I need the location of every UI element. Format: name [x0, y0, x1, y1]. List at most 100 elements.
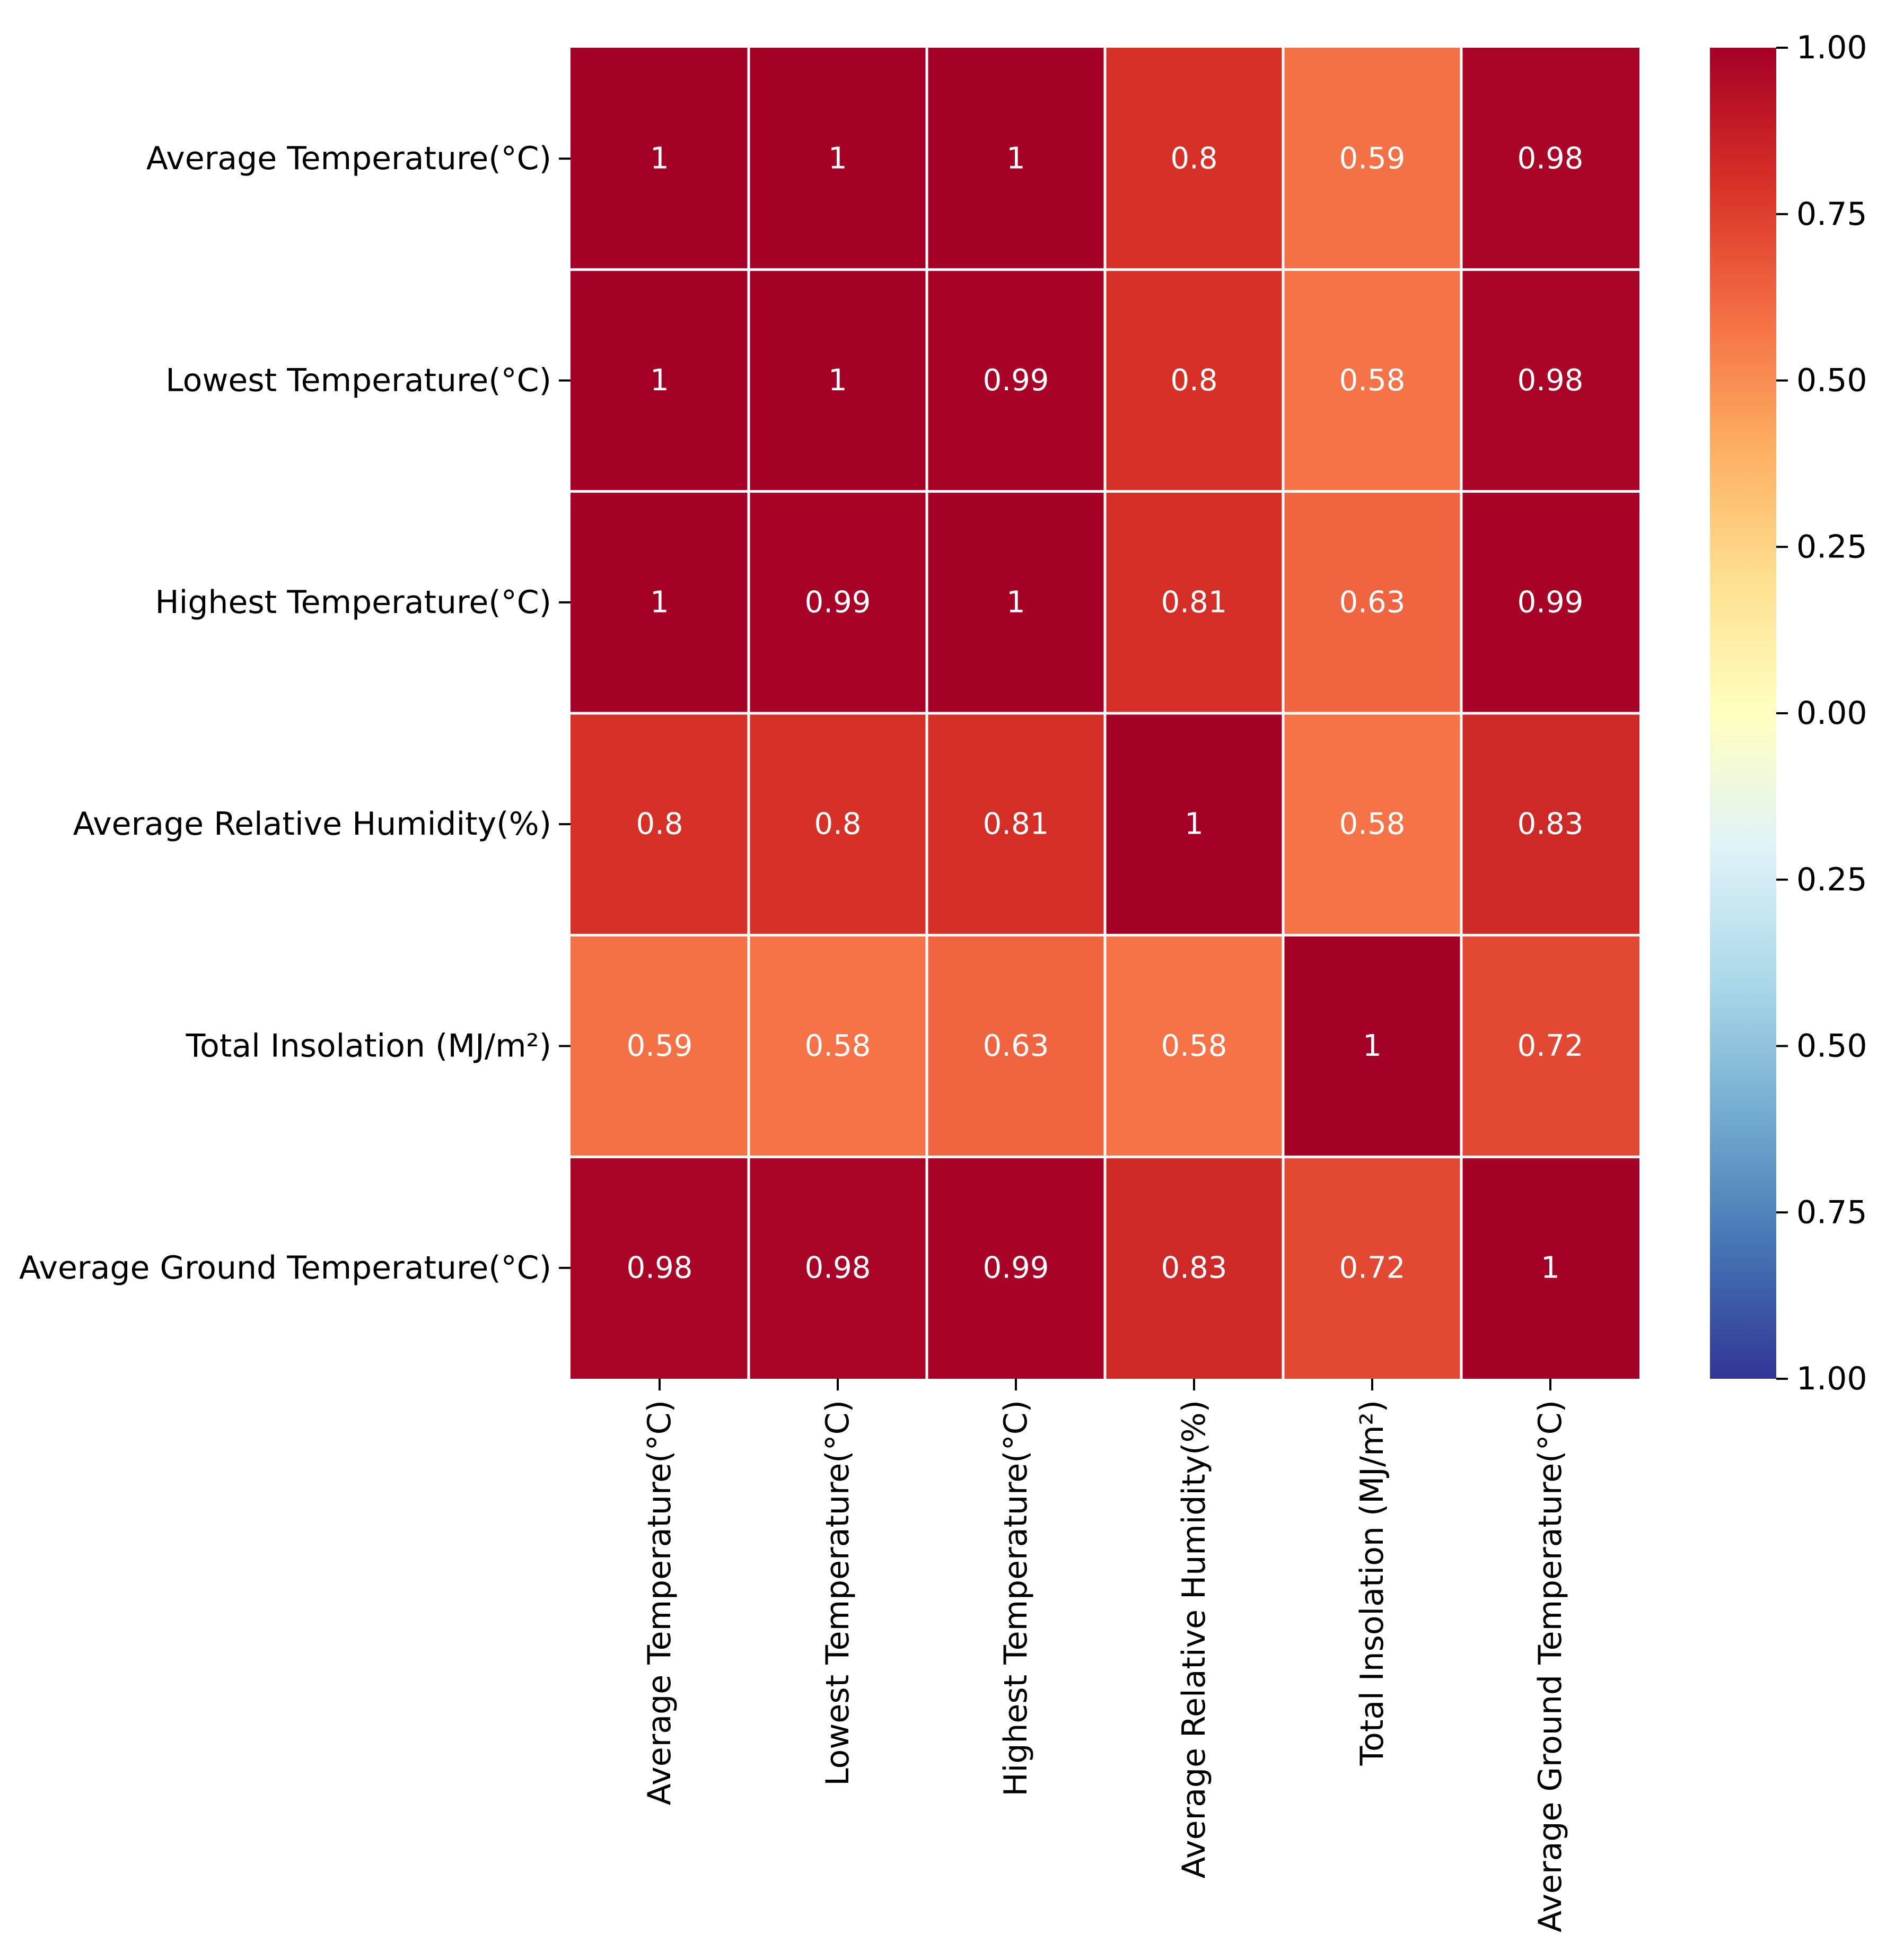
column-labels: Average Temperature(°C) Lowest Temperatur… — [641, 1379, 1569, 1932]
heatmap-cell-r3-c0 — [571, 713, 749, 935]
colorbar-tick-label: 0.75 — [1796, 1194, 1867, 1231]
heatmap-cell-r3-c1 — [749, 713, 927, 935]
cell-value-r1-c4: 0.58 — [1339, 363, 1406, 398]
cell-value-r2-c3: 0.81 — [1161, 585, 1227, 619]
heatmap-cell-r0-c3 — [1105, 48, 1283, 270]
x-tick-label: Highest Temperature(°C) — [997, 1400, 1034, 1796]
heatmap-cell-r4-c2 — [927, 935, 1105, 1157]
heatmap-cell-r0-c4 — [1283, 48, 1461, 270]
cell-value-r0-c3: 0.8 — [1170, 142, 1217, 176]
cell-value-r4-c4: 1 — [1363, 1029, 1382, 1063]
cell-value-r1-c5: 0.98 — [1517, 363, 1584, 398]
cell-value-r2-c5: 0.99 — [1517, 585, 1584, 619]
heatmap-cell-r1-c3 — [1105, 269, 1283, 492]
heatmap-cell-r0-c1 — [749, 48, 927, 270]
heatmap-cell-r3-c2 — [927, 713, 1105, 935]
heatmap-cells: 1 1 1 0.8 0.59 0.98 1 1 0.99 0.8 0.58 0.98 1 0.99 1 0.8… — [571, 48, 1639, 1379]
y-tick-label: Lowest Temperature(°C) — [165, 362, 551, 399]
cell-value-r0-c1: 1 — [828, 142, 847, 176]
heatmap-cell-r3-c5 — [1461, 713, 1639, 935]
cell-value-r5-c3: 0.83 — [1161, 1250, 1227, 1285]
x-tick-label: Average Ground Temperature(°C) — [1532, 1400, 1569, 1932]
heatmap-cell-r2-c1 — [749, 491, 927, 713]
cell-value-r2-c1: 0.99 — [805, 585, 871, 619]
colorbar-tick-label: 0.75 — [1796, 196, 1867, 233]
colorbar-tick-label: 0.50 — [1796, 1028, 1867, 1065]
cell-value-r3-c0: 0.8 — [636, 807, 683, 842]
cell-value-r5-c5: 1 — [1541, 1250, 1560, 1285]
x-tick-label: Lowest Temperature(°C) — [819, 1400, 856, 1786]
heatmap-cell-r1-c4 — [1283, 269, 1461, 492]
cell-value-r1-c0: 1 — [650, 363, 669, 398]
y-tick-label: Average Temperature(°C) — [146, 140, 551, 177]
cell-value-r3-c1: 0.8 — [814, 807, 861, 842]
colorbar-tick-label: 0.25 — [1796, 528, 1867, 565]
cell-value-r5-c2: 0.99 — [983, 1250, 1049, 1285]
heatmap-cell-r5-c0 — [571, 1157, 749, 1379]
cell-value-r3-c4: 0.58 — [1339, 807, 1406, 842]
heatmap-cell-r0-c0 — [571, 48, 749, 270]
heatmap-cell-r5-c3 — [1105, 1157, 1283, 1379]
heatmap-cell-r4-c3 — [1105, 935, 1283, 1157]
cell-value-r4-c1: 0.58 — [805, 1029, 871, 1063]
cell-value-r5-c4: 0.72 — [1339, 1250, 1406, 1285]
y-tick-label: Highest Temperature(°C) — [155, 584, 551, 621]
heatmap-cell-r5-c5 — [1461, 1157, 1639, 1379]
cell-value-r3-c5: 0.83 — [1517, 807, 1584, 842]
heatmap-cell-r5-c4 — [1283, 1157, 1461, 1379]
colorbar-tick-label: 1.00 — [1796, 1360, 1867, 1397]
cell-value-r0-c5: 0.98 — [1517, 142, 1584, 176]
x-tick-label: Total Insolation (MJ/m²) — [1354, 1400, 1391, 1766]
cell-value-r3-c3: 1 — [1185, 807, 1204, 842]
heatmap-cell-r3-c3 — [1105, 713, 1283, 935]
heatmap-cell-r4-c5 — [1461, 935, 1639, 1157]
cell-value-r1-c1: 1 — [828, 363, 847, 398]
heatmap-cell-r2-c3 — [1105, 491, 1283, 713]
cell-value-r4-c5: 0.72 — [1517, 1029, 1584, 1063]
x-tick-label: Average Relative Humidity(%) — [1175, 1400, 1213, 1878]
cell-value-r3-c2: 0.81 — [983, 807, 1049, 842]
x-tick-label: Average Temperature(°C) — [641, 1400, 678, 1805]
y-tick-label: Average Ground Temperature(°C) — [19, 1249, 551, 1287]
cell-value-r0-c0: 1 — [650, 142, 669, 176]
heatmap-cell-r4-c4 — [1283, 935, 1461, 1157]
y-tick-label: Average Relative Humidity(%) — [73, 806, 551, 843]
cell-value-r5-c0: 0.98 — [627, 1250, 693, 1285]
heatmap-cell-r4-c0 — [571, 935, 749, 1157]
colorbar-tick-label: 0.50 — [1796, 362, 1867, 399]
cell-value-r2-c4: 0.63 — [1339, 585, 1406, 619]
cell-value-r4-c0: 0.59 — [627, 1029, 693, 1063]
heatmap-cell-r2-c0 — [571, 491, 749, 713]
heatmap-cell-r1-c5 — [1461, 269, 1639, 492]
cell-value-r4-c3: 0.58 — [1161, 1029, 1227, 1063]
heatmap-cell-r0-c2 — [927, 48, 1105, 270]
colorbar-tick-label: 0.00 — [1796, 695, 1867, 732]
cell-value-r1-c3: 0.8 — [1170, 363, 1217, 398]
heatmap-cell-r5-c2 — [927, 1157, 1105, 1379]
heatmap-cell-r2-c5 — [1461, 491, 1639, 713]
heatmap-cell-r5-c1 — [749, 1157, 927, 1379]
cell-value-r0-c2: 1 — [1006, 142, 1025, 176]
heatmap-cell-r3-c4 — [1283, 713, 1461, 935]
heatmap-cell-r0-c5 — [1461, 48, 1639, 270]
colorbar-tick-label: 0.25 — [1796, 861, 1867, 898]
colorbar-tick-label: 1.00 — [1796, 29, 1867, 66]
heatmap-cell-r1-c2 — [927, 269, 1105, 492]
y-tick-label: Total Insolation (MJ/m²) — [186, 1028, 551, 1065]
cell-value-r4-c2: 0.63 — [983, 1029, 1049, 1063]
heatmap-grid-lines — [571, 48, 1639, 1379]
heatmap-cell-r2-c4 — [1283, 491, 1461, 713]
cell-value-r1-c2: 0.99 — [983, 363, 1049, 398]
heatmap-cell-r4-c1 — [749, 935, 927, 1157]
colorbar-gradient — [1710, 48, 1776, 1379]
heatmap-cell-r1-c1 — [749, 269, 927, 492]
cell-value-r0-c4: 0.59 — [1339, 142, 1406, 176]
heatmap-cell-r1-c0 — [571, 269, 749, 492]
row-labels: Average Temperature(°C) Lowest Temperatur… — [19, 140, 571, 1287]
heatmap-cell-r2-c2 — [927, 491, 1105, 713]
cell-value-r2-c2: 1 — [1006, 585, 1025, 619]
colorbar: 1.00 0.75 0.50 0.25 0.00 0.25 0.50 0.75 1.00 — [1710, 29, 1867, 1397]
cell-value-r2-c0: 1 — [650, 585, 669, 619]
cell-value-r5-c1: 0.98 — [805, 1250, 871, 1285]
